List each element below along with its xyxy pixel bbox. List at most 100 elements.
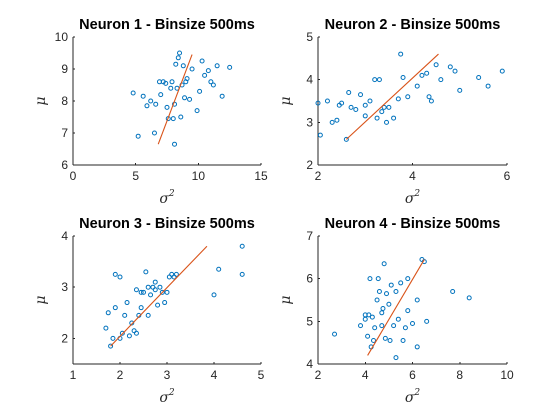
scatter-point (124, 300, 130, 306)
scatter-point (372, 77, 378, 83)
scatter-point (138, 289, 144, 295)
panel-4-title: Neuron 4 - Binsize 500ms (325, 216, 501, 232)
scatter-point (182, 95, 188, 101)
panel-1-x-tick-label: 5 (132, 169, 139, 183)
panel-2-x-label: σ2 (405, 189, 421, 207)
scatter-point (424, 318, 430, 324)
scatter-point (173, 271, 179, 277)
panel-1-y-tick-label: 6 (61, 158, 68, 172)
scatter-point (164, 104, 170, 110)
scatter-point (219, 93, 225, 99)
scatter-point (138, 305, 144, 311)
panel-3-fit-line (110, 245, 208, 347)
panel-4-y-tick-label: 7 (306, 229, 313, 243)
scatter-point (133, 330, 139, 336)
scatter-point (175, 55, 181, 61)
scatter-point (334, 117, 340, 123)
panel-3-x-tick-label: 5 (258, 368, 265, 382)
panel-1-x-tick-label: 10 (192, 169, 206, 183)
scatter-point (177, 50, 183, 56)
scatter-point (239, 243, 245, 249)
scatter-point (214, 63, 220, 69)
scatter-point (410, 320, 415, 326)
scatter-point (499, 68, 505, 74)
scatter-point (339, 100, 345, 106)
scatter-point (148, 98, 154, 104)
scatter-point (358, 323, 364, 329)
scatter-point (129, 320, 135, 326)
scatter-point (180, 63, 186, 69)
scatter-point (485, 83, 491, 89)
scatter-point (384, 291, 390, 297)
scatter-point (393, 288, 399, 294)
scatter-point (382, 335, 388, 341)
scatter-point (184, 76, 190, 82)
panel-4-x-tick-label: 4 (362, 368, 369, 382)
scatter-point (315, 100, 321, 106)
scatter-point (405, 276, 411, 282)
scatter-point (144, 103, 150, 109)
scatter-point (210, 82, 216, 88)
scatter-point (169, 79, 175, 85)
panel-2-y-tick-label: 5 (306, 30, 313, 44)
scatter-point (108, 343, 114, 349)
panel-1-y-tick-label: 7 (61, 126, 68, 140)
scatter-point (130, 90, 136, 96)
panel-3-x-tick-label: 1 (70, 368, 77, 382)
scatter-point (374, 115, 380, 121)
scatter-point (187, 96, 193, 102)
scatter-point (393, 355, 399, 361)
scatter-point (110, 335, 116, 341)
scatter-point (112, 305, 118, 311)
scatter-point (400, 338, 406, 344)
panel-2-x-label-sup: 2 (413, 189, 420, 199)
scatter-point (105, 310, 111, 316)
panel-2-x-tick-label: 4 (409, 169, 416, 183)
panel-3-title: Neuron 3 - Binsize 500ms (79, 216, 255, 232)
panel-1-fit-line (157, 54, 193, 145)
panel-4-y-label: μ (278, 295, 294, 304)
scatter-point (433, 62, 439, 68)
scatter-point (466, 295, 472, 301)
scatter-point (103, 325, 109, 331)
scatter-point (211, 292, 217, 298)
scatter-point (346, 89, 352, 95)
scatter-point (148, 292, 154, 298)
scatter-point (386, 104, 392, 110)
scatter-point (376, 288, 382, 294)
scatter-point (117, 274, 123, 280)
scatter-point (348, 104, 354, 110)
scatter-point (452, 68, 458, 74)
panel-4-fit-line (367, 259, 425, 356)
scatter-point (367, 276, 373, 282)
scatter-point (457, 87, 463, 93)
scatter-point (391, 115, 397, 121)
scatter-point (405, 94, 411, 100)
scatter-point (379, 109, 385, 115)
scatter-point (332, 331, 338, 337)
scatter-point (374, 297, 380, 303)
scatter-point (376, 77, 382, 83)
scatter-point (381, 261, 387, 267)
scatter-point (365, 333, 371, 339)
scatter-point (152, 279, 158, 285)
scatter-point (447, 64, 453, 70)
scatter-point (158, 92, 164, 98)
scatter-point (145, 312, 151, 318)
scatter-point (371, 338, 377, 344)
scatter-point (162, 300, 168, 306)
scatter-point (202, 72, 208, 78)
scatter-point (398, 280, 404, 286)
panel-1-y-tick-label: 10 (55, 30, 69, 44)
scatter-point (375, 276, 381, 282)
panel-2-points (315, 51, 505, 142)
scatter-point (379, 323, 385, 329)
scatter-point (414, 83, 420, 89)
panel-2-y-label: μ (278, 96, 294, 105)
panel-4-y-tick-label: 4 (306, 357, 313, 371)
panel-3-y-label: μ (33, 295, 49, 304)
panel-2-x-label-base: σ (405, 191, 415, 207)
scatter-point (400, 75, 406, 81)
panel-3-x-tick-label: 3 (164, 368, 171, 382)
